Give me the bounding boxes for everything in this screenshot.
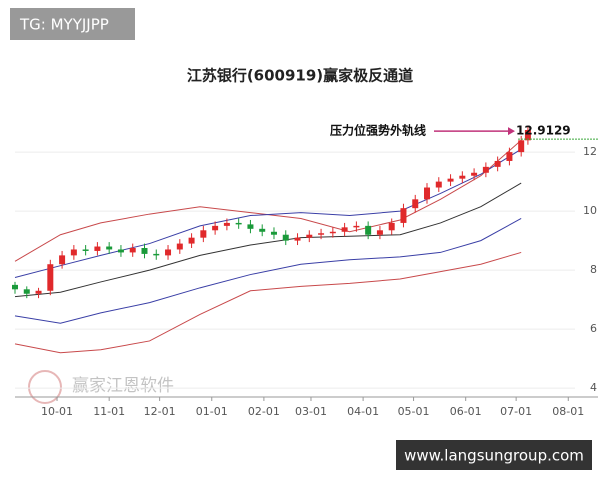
candle-body xyxy=(471,172,478,176)
y-tick-label: 6 xyxy=(590,322,597,335)
candle-body xyxy=(341,227,348,232)
candle-body xyxy=(247,224,254,229)
watermark-logo: 赢家江恩软件 xyxy=(72,376,174,396)
candle-body xyxy=(524,129,531,141)
x-tick-label: 11-01 xyxy=(93,405,125,418)
x-tick-label: 01-01 xyxy=(196,405,228,418)
candle-body xyxy=(59,255,66,265)
candle-body xyxy=(235,222,242,225)
channel-line xyxy=(14,182,522,298)
candle-body xyxy=(270,231,277,235)
candle-body xyxy=(376,230,383,235)
candle-body xyxy=(223,222,230,226)
watermark-box xyxy=(396,440,592,470)
candle-body xyxy=(282,234,289,241)
y-tick-label: 12 xyxy=(583,145,597,158)
candle-body xyxy=(329,231,336,234)
x-tick-label: 10-01 xyxy=(41,405,73,418)
channel-line xyxy=(14,251,522,354)
candle-body xyxy=(459,175,466,179)
candle-body xyxy=(176,243,183,250)
candle-body xyxy=(424,187,431,200)
watermark-top: TG: MYYJJPP xyxy=(19,16,109,34)
x-tick-label: 02-01 xyxy=(248,405,280,418)
candle-body xyxy=(129,248,136,253)
y-tick-label: 8 xyxy=(590,263,597,276)
candle-body xyxy=(117,249,124,253)
candle-body xyxy=(506,152,513,161)
candle-body xyxy=(435,181,442,188)
watermark-box xyxy=(10,8,135,40)
candle-body xyxy=(318,233,325,235)
candle-body xyxy=(494,160,501,167)
x-tick-label: 08-01 xyxy=(552,405,584,418)
annotation-arrowhead xyxy=(508,127,515,136)
x-tick-label: 12-01 xyxy=(144,405,176,418)
candle-body xyxy=(353,225,360,228)
x-tick-label: 04-01 xyxy=(347,405,379,418)
candle-body xyxy=(106,246,113,250)
candle-body xyxy=(482,166,489,173)
channel-line xyxy=(14,139,522,262)
candle-body xyxy=(294,237,301,241)
candle-body xyxy=(47,264,54,291)
chart-title: 江苏银行(600919)赢家极反通道 xyxy=(187,67,413,85)
annotation-value: 12.9129 xyxy=(516,124,571,138)
candle-body xyxy=(200,230,207,238)
annotation-text: 压力位强势外轨线 xyxy=(330,123,426,138)
candle-body xyxy=(400,208,407,223)
candle-body xyxy=(94,246,101,251)
y-tick-label: 10 xyxy=(583,204,597,217)
candle-body xyxy=(212,225,219,231)
candle-body xyxy=(259,228,266,232)
candle-body xyxy=(306,234,313,238)
candle-body xyxy=(165,249,172,256)
candle-body xyxy=(365,225,372,235)
candle-body xyxy=(447,178,454,182)
candle-body xyxy=(70,249,77,256)
candle-body xyxy=(388,222,395,231)
x-tick-label: 03-01 xyxy=(295,405,327,418)
candle-body xyxy=(12,284,18,290)
logo-circle xyxy=(28,370,62,404)
candle-body xyxy=(188,237,195,244)
channel-line xyxy=(14,148,522,278)
x-tick-label: 07-01 xyxy=(500,405,532,418)
logo: 赢家江恩软件 xyxy=(28,370,174,404)
x-tick-label: 06-01 xyxy=(450,405,482,418)
candle-body xyxy=(23,289,30,294)
candle-body xyxy=(82,249,89,251)
x-tick-label: 05-01 xyxy=(398,405,430,418)
candle-body xyxy=(35,290,42,294)
watermark-bottom: www.langsungroup.com xyxy=(404,447,584,465)
candle-body xyxy=(141,248,148,254)
candle-body xyxy=(518,140,525,153)
candle-body xyxy=(412,199,419,209)
candle-body xyxy=(153,253,160,256)
y-tick-label: 4 xyxy=(590,381,597,394)
channel-line xyxy=(14,218,522,324)
